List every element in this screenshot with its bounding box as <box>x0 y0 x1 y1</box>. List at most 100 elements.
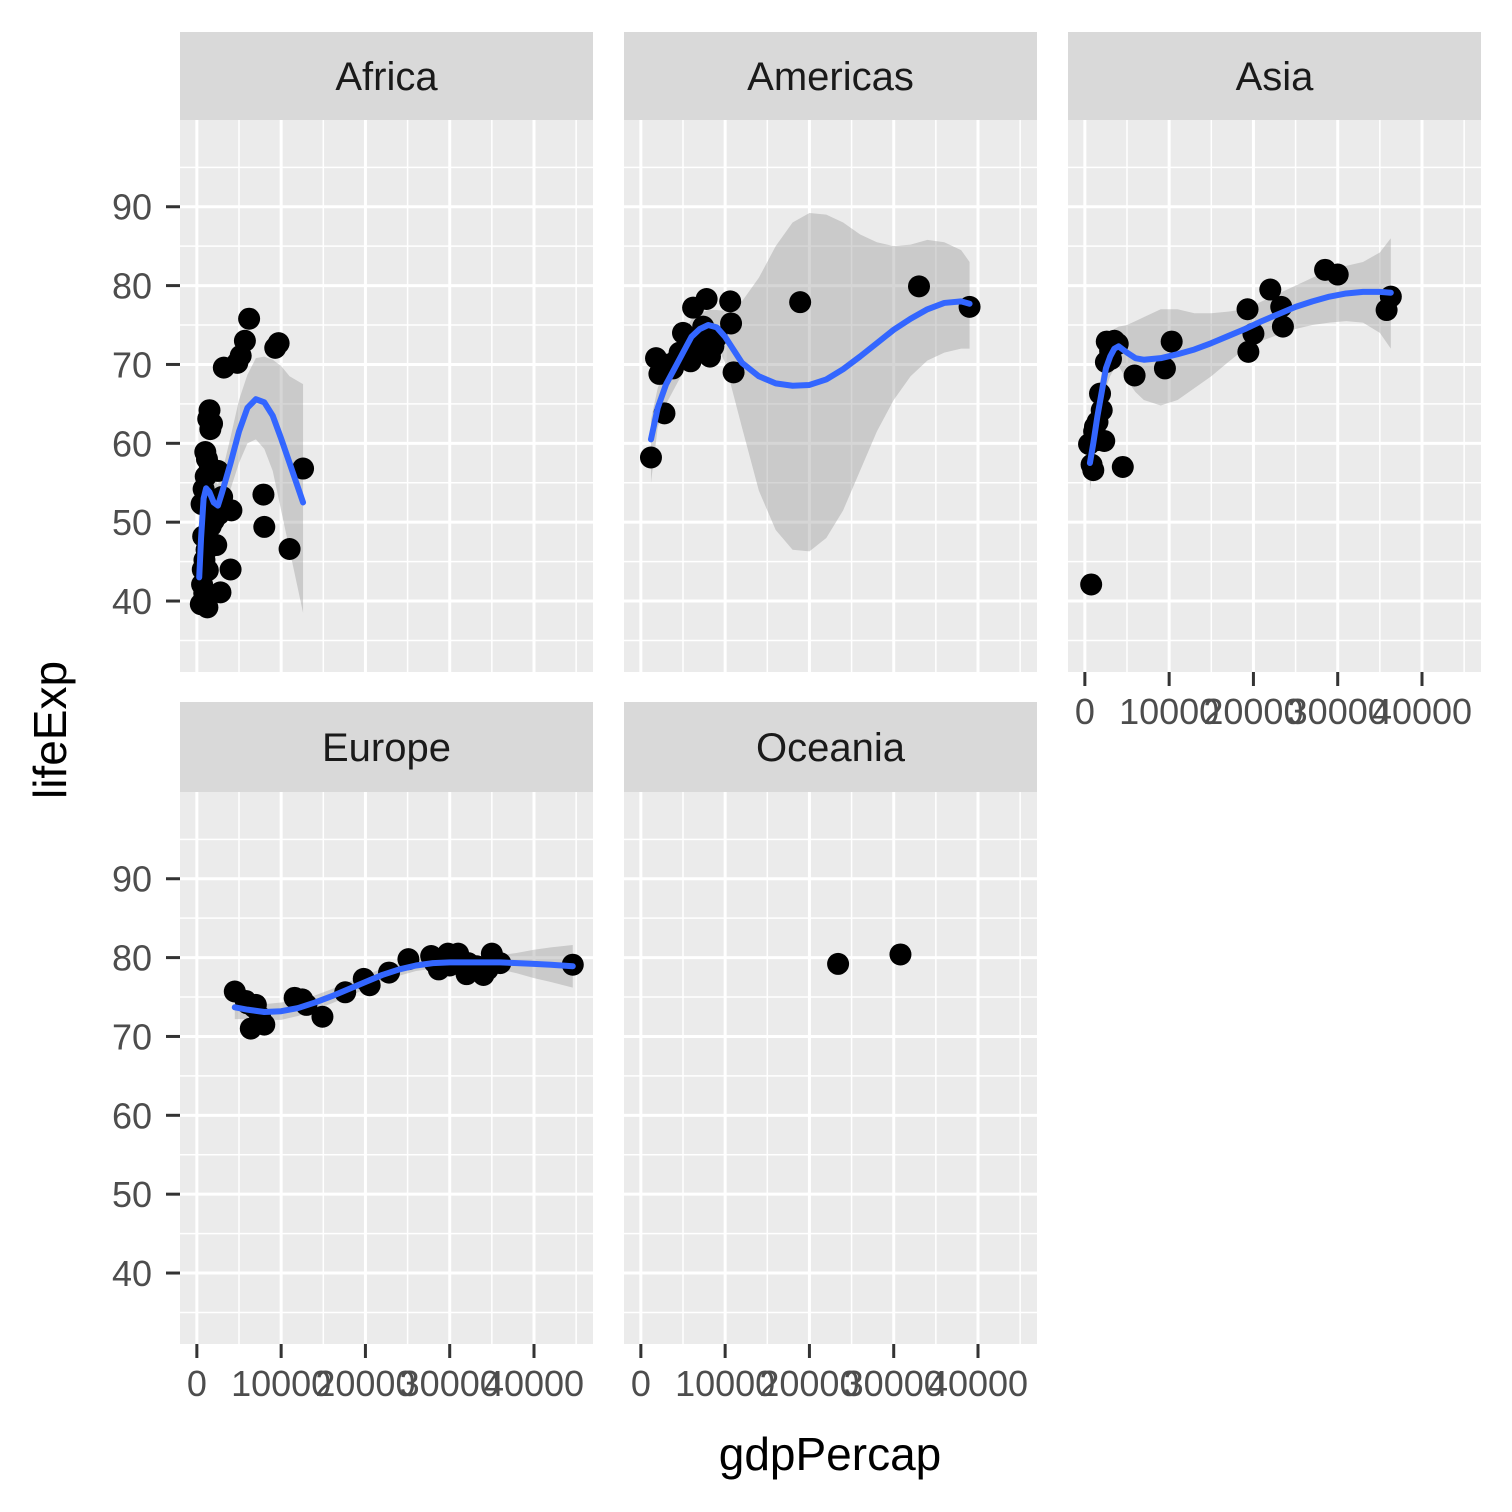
data-point <box>1271 315 1294 338</box>
data-point <box>292 457 315 480</box>
data-point <box>252 483 275 506</box>
panel-background <box>624 120 1037 672</box>
facet-panel-americas: Americas <box>624 32 1037 672</box>
smooth-line <box>647 298 973 443</box>
y-tick-label: 40 <box>112 581 152 622</box>
panel-gridlines <box>1068 120 1481 672</box>
data-points <box>827 943 912 975</box>
data-point <box>219 558 242 581</box>
data-point <box>198 399 221 422</box>
smooth-line <box>231 959 576 1016</box>
data-point <box>196 596 219 619</box>
facet-panels: Africa Americas Asia Europe Oceania <box>180 32 1481 1344</box>
y-tick-label: 40 <box>112 1253 152 1294</box>
facet-panel-africa: Africa <box>180 32 593 672</box>
x-tick-label: 40000 <box>1372 691 1472 732</box>
panel-background <box>180 792 593 1344</box>
x-tick-label: 40000 <box>928 1363 1028 1404</box>
facet-panel-oceania: Oceania <box>624 702 1037 1344</box>
x-tick-label: 30000 <box>844 1363 944 1404</box>
data-point <box>695 288 718 311</box>
data-point <box>1153 357 1176 380</box>
data-point <box>827 952 850 975</box>
y-axis-row-1: 40 50 60 70 80 90 <box>112 187 180 622</box>
data-point <box>1080 573 1103 596</box>
x-tick-label: 20000 <box>315 1363 415 1404</box>
y-tick-label: 50 <box>112 1174 152 1215</box>
data-point <box>639 446 662 469</box>
panel-gridlines <box>180 792 593 1344</box>
y-tick-label: 70 <box>112 344 152 385</box>
y-tick-label: 80 <box>112 938 152 979</box>
data-point <box>209 581 232 604</box>
facet-strip <box>624 702 1037 792</box>
data-point <box>720 312 743 335</box>
panel-background <box>624 792 1037 1344</box>
x-axis-title: gdpPercap <box>719 1428 942 1480</box>
x-tick-label: 10000 <box>675 1363 775 1404</box>
y-tick-label: 90 <box>112 187 152 228</box>
facet-panel-europe: Europe <box>180 702 593 1344</box>
y-tick-label: 60 <box>112 423 152 464</box>
data-point <box>719 290 742 313</box>
x-tick-label: 30000 <box>1288 691 1388 732</box>
facet-panel-asia: Asia <box>1068 32 1481 672</box>
facet-strip-label: Americas <box>747 55 914 99</box>
x-tick-label: 0 <box>1075 691 1095 732</box>
y-axis-row-2: 40 50 60 70 80 90 <box>112 859 180 1294</box>
data-point <box>194 440 217 463</box>
data-point <box>1259 278 1282 301</box>
x-tick-label: 0 <box>631 1363 651 1404</box>
data-point <box>267 332 290 355</box>
data-point <box>1111 455 1134 478</box>
x-tick-label: 20000 <box>759 1363 859 1404</box>
y-axis-title: lifeExp <box>24 661 76 799</box>
y-axes: 40 50 60 70 80 90 40 50 60 70 80 90 <box>112 187 180 1294</box>
facet-strip-label: Africa <box>335 55 438 99</box>
facet-strip <box>180 702 593 792</box>
data-point <box>311 1005 334 1028</box>
data-point <box>1326 263 1349 286</box>
y-tick-label: 60 <box>112 1095 152 1136</box>
smooth-line <box>196 396 307 581</box>
data-point <box>1236 298 1259 321</box>
facet-strip <box>180 32 593 120</box>
panel-background <box>180 120 593 672</box>
data-point <box>253 515 276 538</box>
y-tick-label: 50 <box>112 502 152 543</box>
panel-background <box>1068 120 1481 672</box>
facet-strip-label: Asia <box>1236 55 1315 99</box>
smooth-line <box>1086 288 1394 467</box>
facet-strip <box>1068 32 1481 120</box>
data-point <box>889 943 912 966</box>
x-tick-label: 10000 <box>231 1363 331 1404</box>
x-tick-label: 0 <box>187 1363 207 1404</box>
data-point <box>1237 340 1260 363</box>
data-point <box>1160 330 1183 353</box>
facet-strip <box>624 32 1037 120</box>
x-tick-label: 20000 <box>1203 691 1303 732</box>
y-tick-label: 90 <box>112 859 152 900</box>
facet-strip-label: Europe <box>322 726 451 770</box>
y-tick-label: 80 <box>112 266 152 307</box>
data-point <box>278 537 301 560</box>
data-point <box>789 291 812 314</box>
data-point <box>233 329 256 352</box>
x-tick-label: 30000 <box>400 1363 500 1404</box>
data-point <box>253 1013 276 1036</box>
data-point <box>1123 364 1146 387</box>
facet-strip-label: Oceania <box>756 726 906 770</box>
data-point <box>1082 459 1105 482</box>
data-point <box>908 275 930 298</box>
data-point <box>238 307 261 330</box>
x-tick-label: 40000 <box>484 1363 584 1404</box>
x-tick-label: 10000 <box>1119 691 1219 732</box>
data-point <box>679 350 702 373</box>
y-tick-label: 70 <box>112 1016 152 1057</box>
panel-gridlines <box>624 120 1037 672</box>
